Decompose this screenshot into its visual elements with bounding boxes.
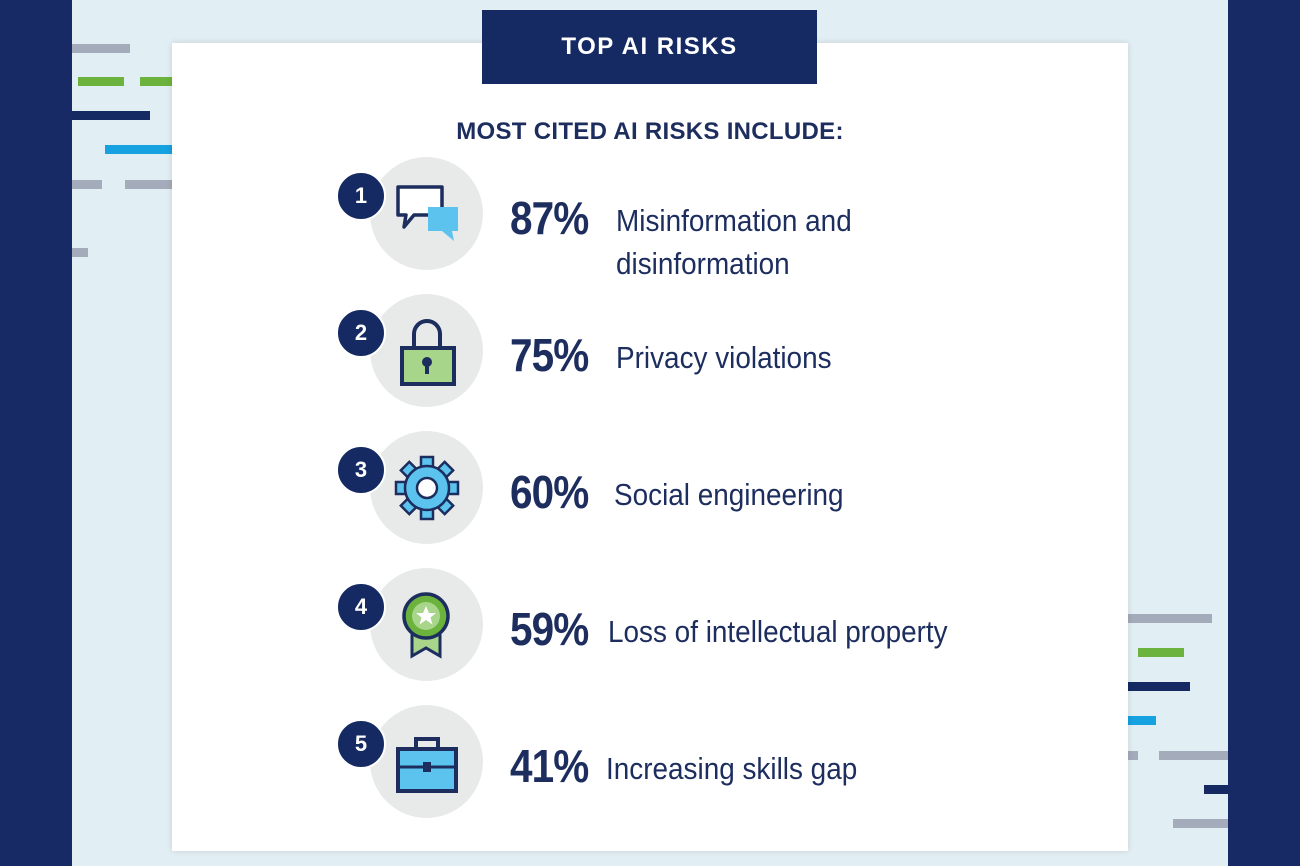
- decorative-dash: [140, 77, 186, 86]
- risk-label: Increasing skills gap: [606, 751, 858, 786]
- rank-badge: 3: [336, 445, 386, 495]
- risk-label: Social engineering: [614, 477, 844, 512]
- risk-label: Privacy violations: [616, 340, 832, 375]
- padlock-icon: [400, 319, 456, 386]
- risk-label: Loss of intellectual property: [608, 614, 948, 649]
- page-title: TOP AI RISKS: [482, 10, 817, 84]
- decorative-dash: [1112, 682, 1190, 691]
- award-ribbon-icon: [402, 592, 450, 659]
- speech-bubbles-icon: [396, 185, 458, 241]
- decorative-dash: [78, 77, 124, 86]
- subtitle: MOST CITED AI RISKS INCLUDE:: [456, 118, 844, 145]
- risk-item: 5 41% Increasing skills gap: [336, 705, 1096, 821]
- decorative-dash: [1128, 614, 1212, 623]
- decorative-dash: [1204, 785, 1228, 794]
- gear-icon: [394, 455, 460, 521]
- content-card: [172, 43, 1128, 851]
- decorative-dash: [125, 180, 176, 189]
- risk-percent: 60%: [510, 466, 589, 518]
- risk-percent: 59%: [510, 603, 589, 655]
- decorative-dash: [1159, 751, 1228, 760]
- risk-label-line: Misinformation and: [616, 203, 852, 238]
- rank-badge: 5: [336, 719, 386, 769]
- risk-percent: 41%: [510, 740, 589, 792]
- decorative-dash: [1173, 819, 1228, 828]
- briefcase-icon: [396, 737, 458, 793]
- rank-badge: 4: [336, 582, 386, 632]
- decorative-dash: [72, 44, 130, 53]
- icon-circle: [370, 157, 483, 270]
- risk-label: Misinformation and disinformation: [616, 199, 852, 285]
- icon-circle: [370, 294, 483, 407]
- decorative-dash: [72, 248, 88, 257]
- icon-circle: [370, 431, 483, 544]
- decorative-dash: [72, 111, 150, 120]
- decorative-dash: [1138, 648, 1184, 657]
- rank-badge: 2: [336, 308, 386, 358]
- decorative-dash: [1112, 716, 1156, 725]
- risk-item: 2 75% Privacy violations: [336, 294, 1096, 410]
- risk-item: 1 87% Misinformation and disinformation: [336, 157, 1096, 281]
- decorative-dash: [105, 145, 210, 154]
- risk-item: 3 60% Social engineering: [336, 431, 1096, 547]
- rank-badge: 1: [336, 171, 386, 221]
- icon-circle: [370, 568, 483, 681]
- decorative-dash: [72, 180, 102, 189]
- risk-item: 4 59% Loss of intellectual property: [336, 568, 1096, 684]
- risk-label-line: disinformation: [616, 246, 790, 281]
- icon-circle: [370, 705, 483, 818]
- risk-percent: 75%: [510, 329, 589, 381]
- risk-percent: 87%: [510, 192, 589, 244]
